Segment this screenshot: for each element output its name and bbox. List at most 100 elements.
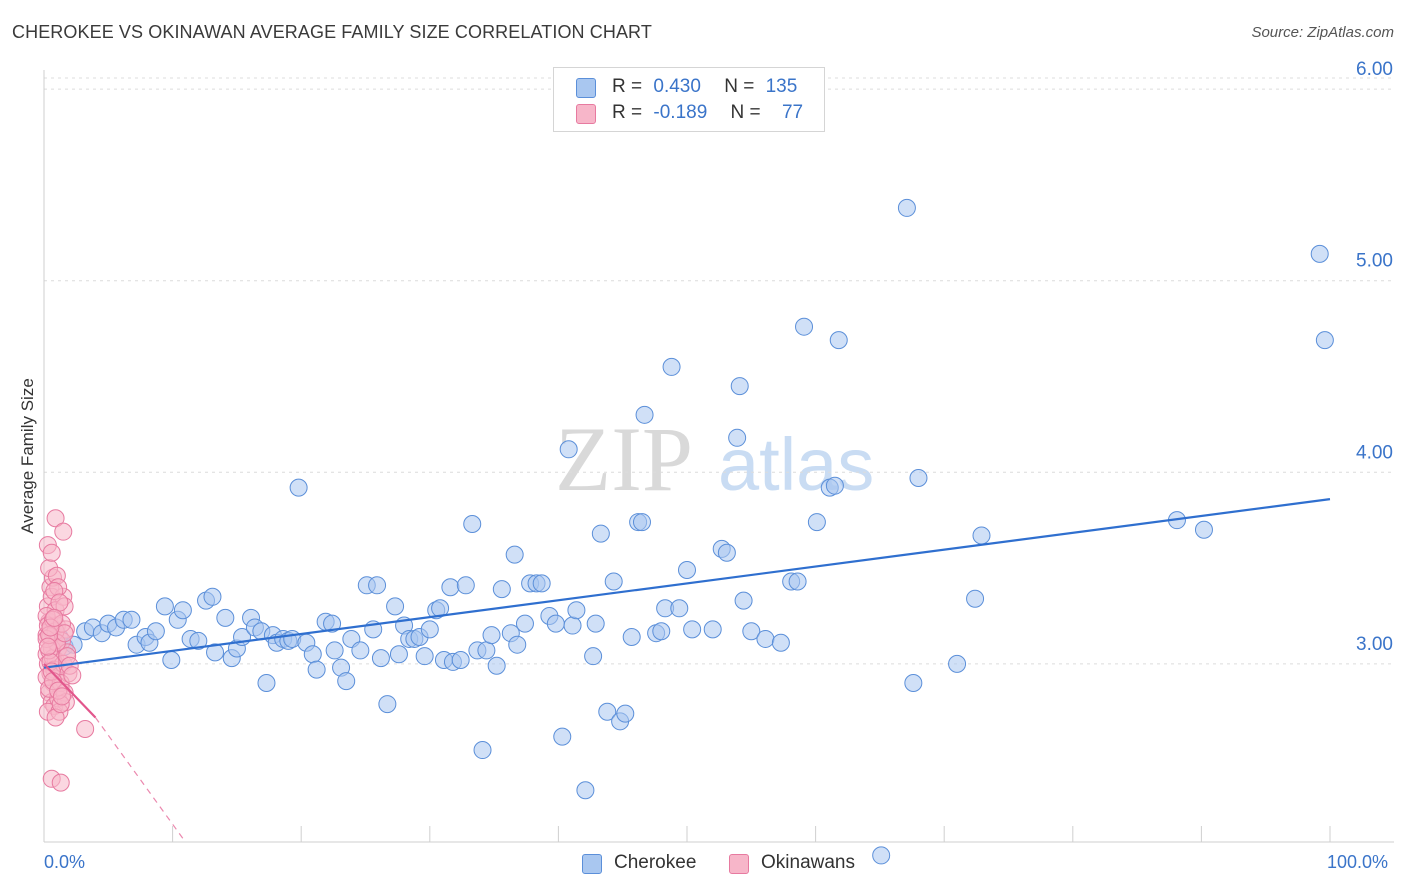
point-cherokee xyxy=(807,513,826,532)
point-cherokee xyxy=(482,626,501,645)
point-okinawans xyxy=(63,666,82,685)
x-tick-min: 0.0% xyxy=(44,852,86,872)
watermark-zip: ZIP xyxy=(555,408,693,510)
point-cherokee xyxy=(576,781,595,800)
point-cherokee xyxy=(371,649,390,668)
point-cherokee xyxy=(303,645,322,664)
point-cherokee xyxy=(487,656,506,675)
point-cherokee xyxy=(216,608,235,627)
point-okinawans xyxy=(50,593,69,612)
correlation-legend: R = 0.430 N = 135 R = -0.189 N = 77 xyxy=(553,67,825,132)
point-okinawans xyxy=(46,509,65,528)
trend-line-cherokee xyxy=(43,498,1331,669)
legend-r-label: R = xyxy=(612,76,643,97)
point-cherokee xyxy=(477,641,496,660)
point-cherokee xyxy=(604,572,623,591)
legend-n-label: N = xyxy=(724,76,755,97)
legend-n-value: 135 xyxy=(765,76,798,97)
bottom-legend-swatch-cherokee xyxy=(582,854,602,874)
point-cherokee xyxy=(553,727,572,746)
point-cherokee xyxy=(386,597,405,616)
x-tick-max: 100.0% xyxy=(1327,852,1389,872)
point-cherokee xyxy=(730,377,749,396)
point-cherokee xyxy=(972,526,991,545)
chart-title: CHEROKEE VS OKINAWAN AVERAGE FAMILY SIZE… xyxy=(12,22,652,42)
point-cherokee xyxy=(337,672,356,691)
point-cherokee xyxy=(532,574,551,593)
trend-line-okinawans xyxy=(43,663,97,719)
point-cherokee xyxy=(505,545,524,564)
y-tick-label: 5.00 xyxy=(1356,251,1393,272)
source-label: Source: ZipAtlas.com xyxy=(1251,24,1394,41)
point-cherokee xyxy=(463,515,482,534)
point-cherokee xyxy=(508,635,527,654)
point-okinawans xyxy=(53,687,72,706)
point-cherokee xyxy=(670,599,689,618)
point-cherokee xyxy=(307,660,326,679)
bottom-legend-label: Okinawans xyxy=(761,852,855,873)
point-cherokee xyxy=(189,631,208,650)
point-okinawans xyxy=(38,637,57,656)
point-okinawans xyxy=(42,543,61,562)
legend-r-value: 0.430 xyxy=(653,76,701,97)
point-cherokee xyxy=(1315,331,1334,350)
point-cherokee xyxy=(1194,520,1213,539)
point-cherokee xyxy=(909,469,928,488)
point-cherokee xyxy=(652,622,671,641)
point-cherokee xyxy=(872,846,891,865)
point-cherokee xyxy=(206,643,225,662)
trend-lines xyxy=(43,498,1331,843)
point-cherokee xyxy=(441,578,460,597)
point-cherokee xyxy=(904,674,923,693)
point-cherokee xyxy=(829,331,848,350)
point-cherokee xyxy=(122,610,141,629)
point-cherokee xyxy=(771,633,790,652)
y-tick-labels: 3.00 4.00 5.00 6.00 xyxy=(1356,59,1393,655)
point-cherokee xyxy=(368,576,387,595)
legend-n-label: N = xyxy=(730,102,761,123)
point-cherokee xyxy=(155,597,174,616)
point-cherokee xyxy=(756,629,775,648)
point-cherokee xyxy=(325,641,344,660)
y-tick-label: 4.00 xyxy=(1356,442,1393,463)
point-cherokee xyxy=(966,589,985,608)
y-axis-title: Average Family Size xyxy=(18,378,37,534)
point-cherokee xyxy=(584,647,603,666)
legend-swatch-cherokee xyxy=(576,78,596,98)
point-cherokee xyxy=(1310,244,1329,263)
legend-swatch-okinawans xyxy=(576,104,596,124)
point-cherokee xyxy=(162,651,181,670)
point-cherokee xyxy=(146,622,165,641)
point-cherokee xyxy=(492,580,511,599)
point-cherokee xyxy=(420,620,439,639)
trend-extension-okinawans xyxy=(94,717,186,843)
point-cherokee xyxy=(586,614,605,633)
point-okinawans xyxy=(54,522,73,541)
point-cherokee xyxy=(717,543,736,562)
point-cherokee xyxy=(559,440,578,459)
point-cherokee xyxy=(389,645,408,664)
point-cherokee xyxy=(415,647,434,666)
point-okinawans xyxy=(45,608,64,627)
point-cherokee xyxy=(825,476,844,495)
point-cherokee xyxy=(563,616,582,635)
point-cherokee xyxy=(378,695,397,714)
point-cherokee xyxy=(257,674,276,693)
point-cherokee xyxy=(678,560,696,579)
point-cherokee xyxy=(203,587,222,606)
point-cherokee xyxy=(948,654,967,673)
point-cherokee xyxy=(622,628,641,647)
point-cherokee xyxy=(788,572,807,591)
bottom-legend-swatch-okinawans xyxy=(729,854,749,874)
point-cherokee xyxy=(591,524,610,543)
point-cherokee xyxy=(635,405,654,424)
legend-r-value: -0.189 xyxy=(653,102,708,123)
point-cherokee xyxy=(456,576,475,595)
point-cherokee xyxy=(351,641,370,660)
legend-n-value: 77 xyxy=(781,102,804,123)
point-cherokee xyxy=(734,591,753,610)
point-cherokee xyxy=(546,614,565,633)
bottom-legend-label: Cherokee xyxy=(614,852,697,873)
point-cherokee xyxy=(897,198,916,217)
point-cherokee xyxy=(598,702,617,721)
